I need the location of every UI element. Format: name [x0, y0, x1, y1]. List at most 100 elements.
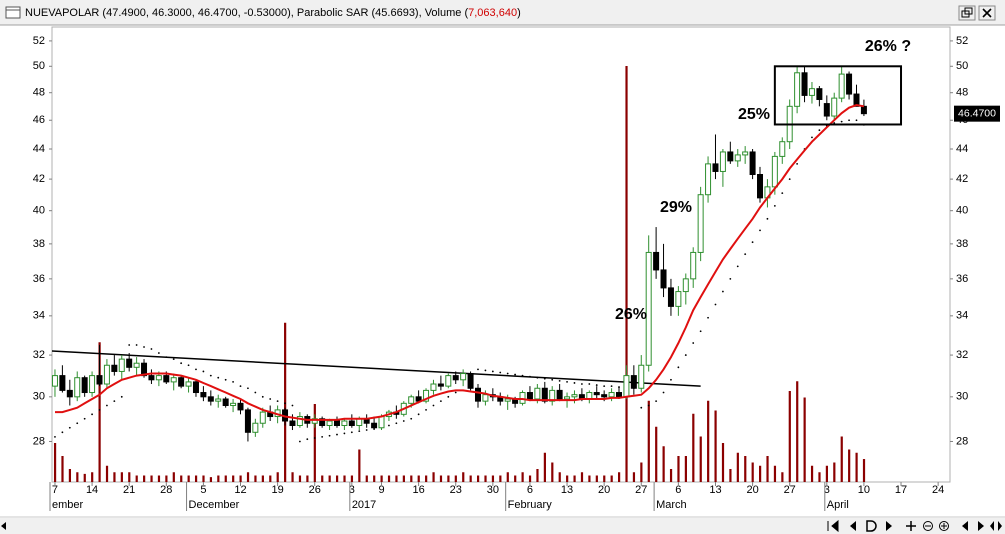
restore-icon-back[interactable] [964, 7, 973, 15]
volume-bar [380, 475, 383, 482]
sar-dot [759, 229, 761, 232]
volume-bar [105, 465, 109, 482]
sar-dot [172, 358, 175, 361]
candle-body [705, 163, 712, 196]
sar-dot [328, 434, 331, 437]
x-tick-label: 5 [200, 484, 206, 496]
nav-prev[interactable] [850, 521, 856, 531]
volume-bar [603, 475, 606, 482]
volume-bar [632, 472, 636, 482]
volume-bar [803, 397, 806, 482]
candle-body [675, 291, 682, 307]
x-tick-label: 6 [675, 484, 681, 496]
close-button[interactable] [978, 5, 996, 21]
volume-bar [536, 469, 539, 482]
scroll-forward[interactable] [978, 521, 984, 531]
volume-bar [551, 462, 554, 482]
volume-bar [580, 472, 584, 482]
volume-bar [588, 475, 591, 482]
volume-bar [217, 475, 220, 482]
candle-body [319, 418, 326, 426]
sar-dot [113, 400, 116, 403]
sar-dot [655, 400, 658, 403]
candle-body [808, 88, 815, 96]
sar-dot [128, 344, 131, 346]
candle-body [445, 375, 452, 387]
sar-dot [91, 413, 93, 416]
sar-dot [499, 371, 502, 374]
sar-dot [54, 435, 56, 438]
y-tick-label-left: 46 [33, 114, 45, 126]
volume-bar [484, 475, 487, 482]
month-label: April [827, 499, 849, 511]
volume-bar [417, 475, 420, 482]
volume-bar [810, 465, 814, 482]
nav-day[interactable] [866, 520, 877, 532]
volume-bar [699, 436, 702, 482]
y-tick-label-right: 32 [956, 349, 968, 361]
volume-bar [595, 475, 598, 482]
scroll-left[interactable] [1, 522, 6, 530]
x-tick-label: 20 [746, 484, 758, 496]
candle-body [541, 387, 548, 402]
sar-dot [588, 383, 591, 385]
y-tick-label-right: 40 [956, 205, 968, 217]
volume-bar [825, 465, 829, 482]
volume-bar [721, 443, 725, 482]
sar-dot [729, 277, 732, 280]
volume-bar [662, 446, 665, 482]
candle-body [408, 396, 415, 404]
month-label: December [189, 499, 240, 511]
volume-bar [744, 456, 747, 482]
volume-bar [172, 472, 175, 482]
sar-dot [543, 377, 546, 380]
scrollbar[interactable] [0, 518, 1005, 534]
candle-body [860, 105, 867, 115]
volume-bar [128, 472, 131, 482]
volume-bar [328, 475, 331, 482]
candle-body [719, 151, 726, 172]
x-tick-label: 13 [709, 484, 721, 496]
nav-pan[interactable] [906, 521, 916, 531]
candle-body [482, 394, 489, 402]
sar-dot [410, 417, 413, 420]
annotation: 25% [738, 106, 770, 123]
zoom-out[interactable] [923, 521, 933, 531]
sar-dot [558, 379, 561, 382]
volume-bar [246, 472, 250, 482]
volume-bar [499, 475, 502, 482]
volume-bar [209, 477, 213, 482]
candle-body [192, 381, 199, 394]
volume-bar [98, 342, 101, 482]
sar-dot [781, 192, 784, 195]
close-icon[interactable] [982, 8, 992, 18]
candle-body [252, 422, 259, 433]
volume-bar [68, 469, 72, 482]
x-tick-label: 27 [635, 484, 647, 496]
candle-body [645, 251, 652, 366]
sar-dot [217, 376, 220, 379]
sar-dot [736, 265, 739, 268]
scroll-back[interactable] [962, 521, 968, 531]
nav-first[interactable] [827, 519, 839, 533]
candle-body [638, 364, 645, 389]
candle-body [237, 402, 244, 411]
volume-bar [640, 462, 643, 482]
sar-dot [358, 430, 361, 433]
volume-bar [335, 475, 339, 482]
price-tag-label: 46.4700 [958, 107, 996, 119]
volume-bar [306, 475, 309, 482]
volume-bar [224, 475, 227, 482]
nav-next[interactable] [886, 521, 892, 531]
candle-body [96, 375, 103, 385]
candle-body [200, 392, 207, 398]
volume-bar [321, 475, 324, 482]
zoom-in[interactable] [939, 521, 949, 531]
volume-bar [818, 472, 821, 482]
candle-body [118, 358, 125, 372]
sar-dot [603, 385, 606, 388]
x-tick-label: 10 [858, 484, 870, 496]
scroll-both[interactable] [990, 521, 1002, 531]
restore-button[interactable] [958, 5, 976, 21]
y-tick-label-left: 30 [33, 391, 45, 403]
